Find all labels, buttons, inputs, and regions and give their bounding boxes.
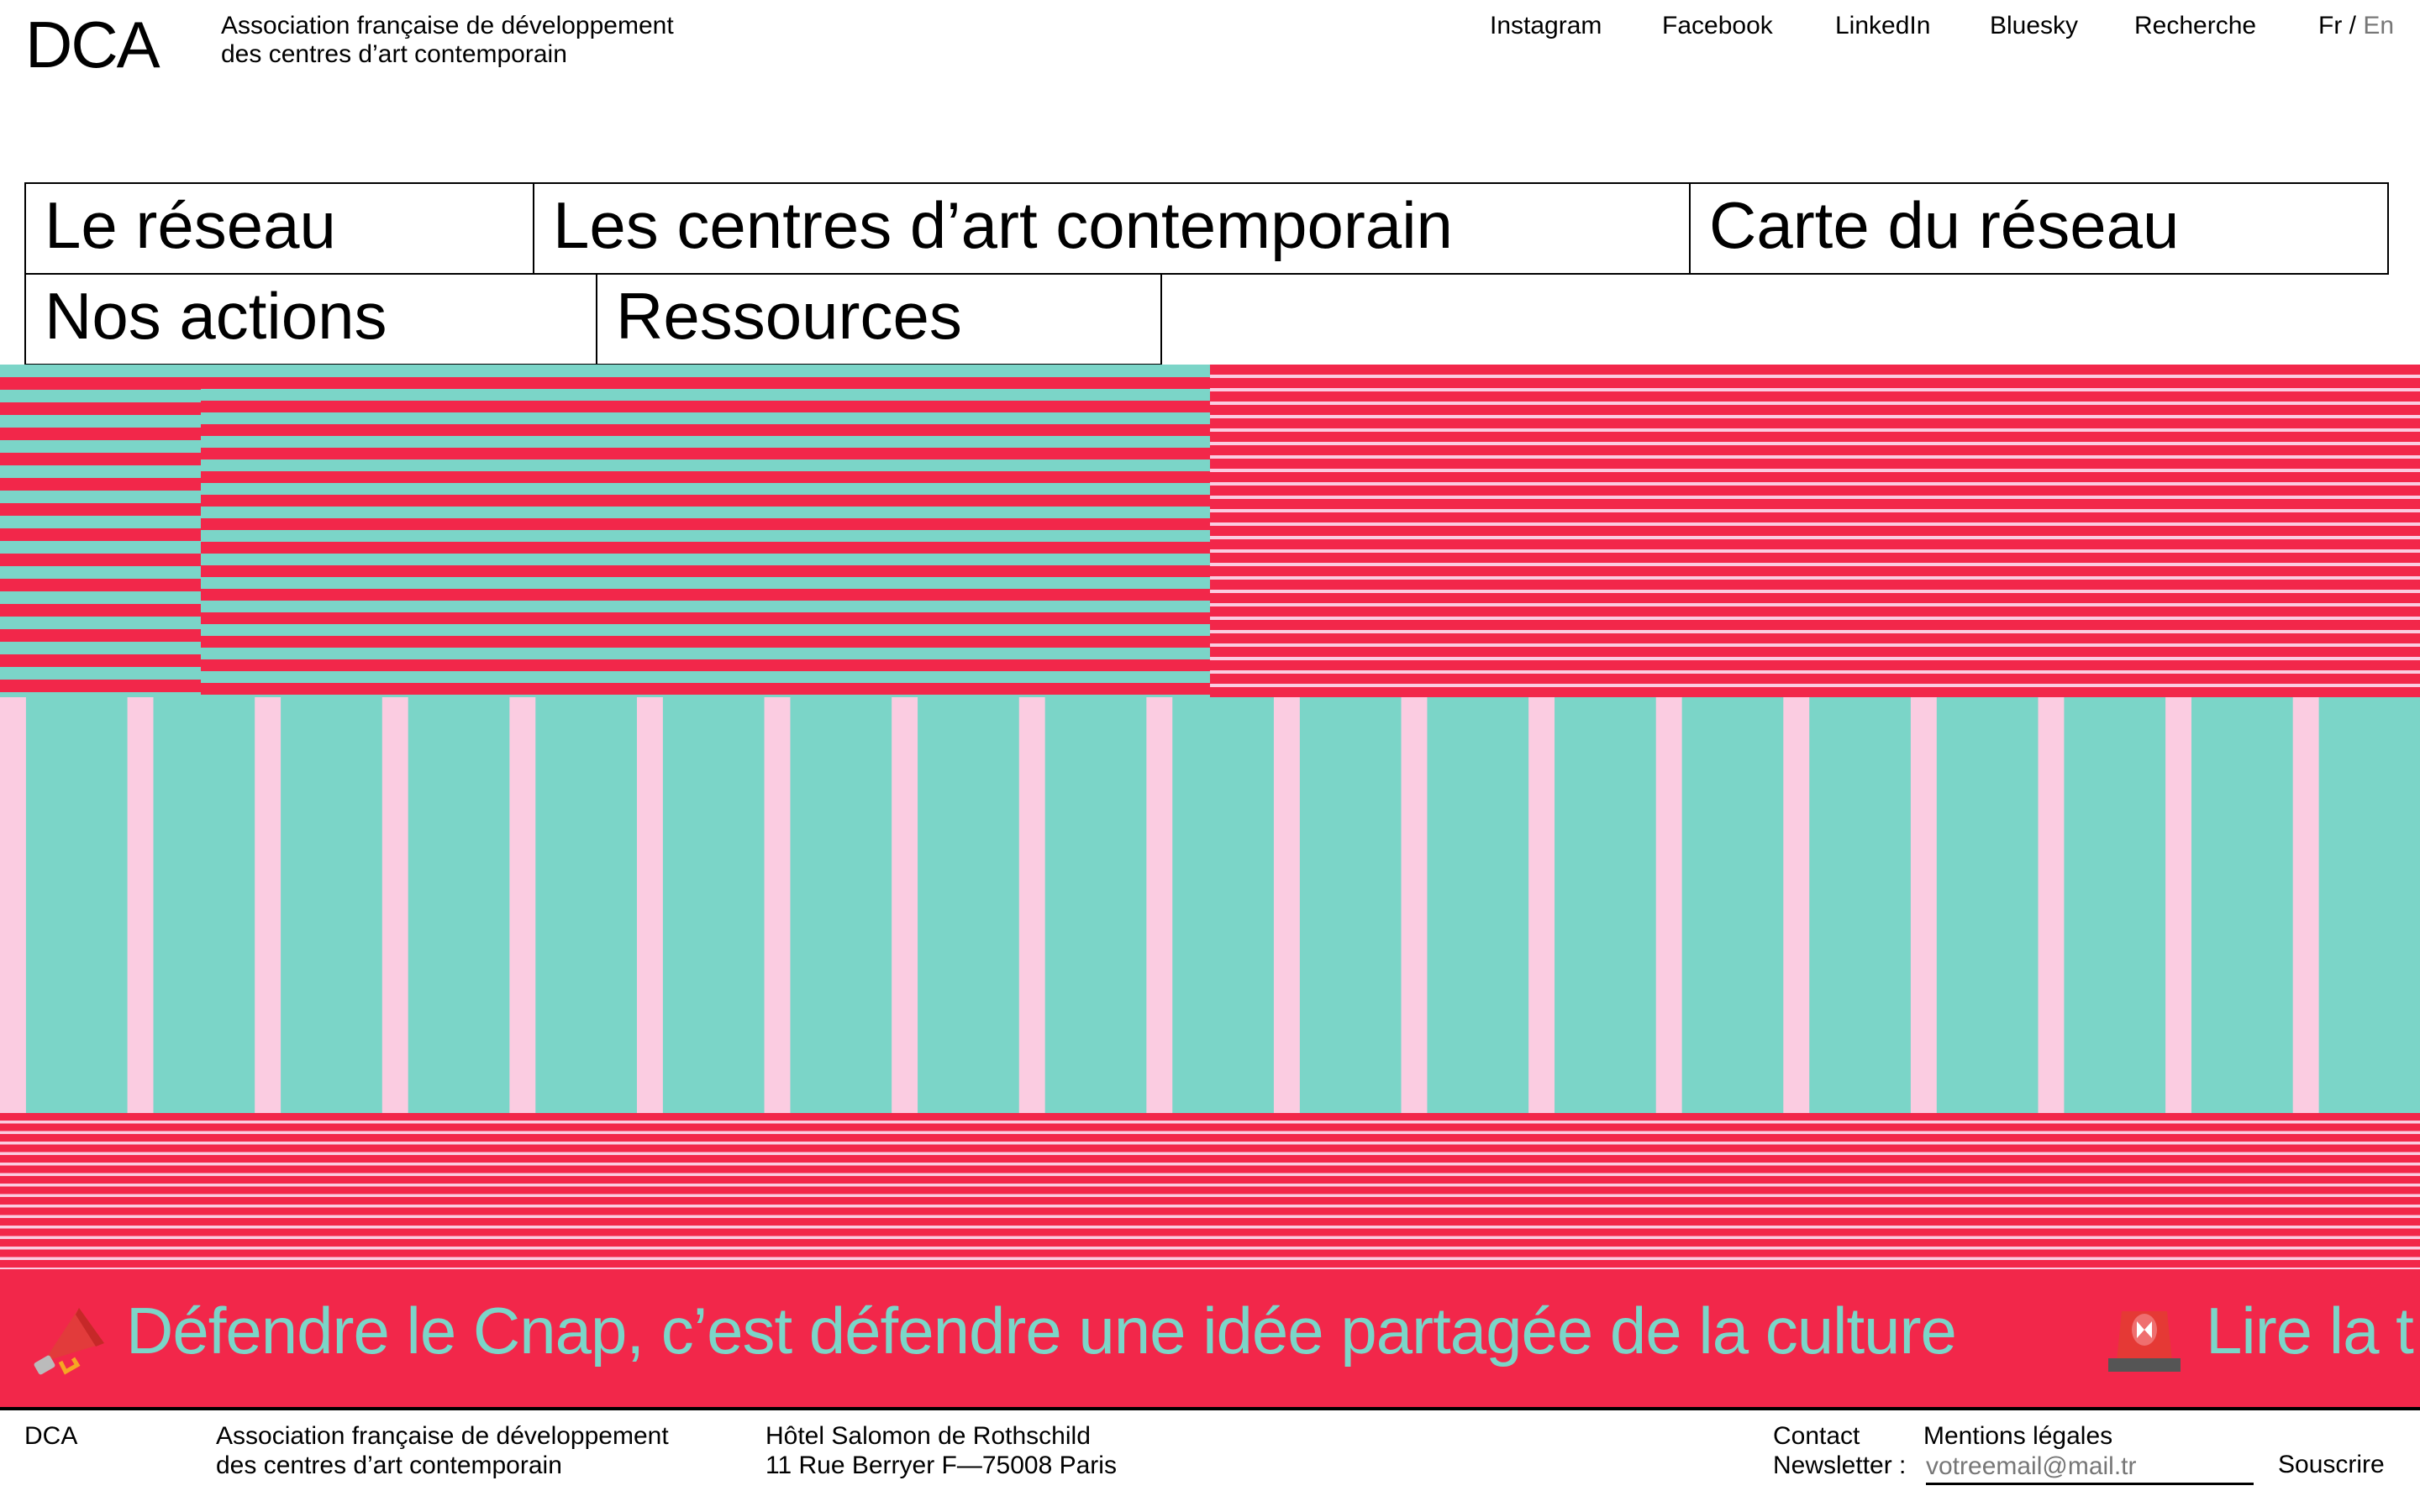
language-switcher: Fr / En — [2318, 12, 2394, 40]
police-light-icon — [2108, 1311, 2181, 1372]
menu-label: Ressources — [616, 279, 962, 353]
stripes-pattern-left — [0, 365, 201, 697]
menu-label: Les centres d’art contemporain — [553, 188, 1453, 262]
footer-divider — [0, 1407, 2420, 1410]
footer-legal-link[interactable]: Mentions légales — [1923, 1422, 2113, 1450]
menu-label: Nos actions — [45, 279, 387, 353]
menu-item-centres-art[interactable]: Les centres d’art contemporain — [533, 182, 1691, 275]
lang-separator: / — [2342, 12, 2364, 39]
footer-tagline-line-1: Association française de développement — [216, 1422, 669, 1450]
announcement-banner[interactable]: Défendre le Cnap, c’est défendre une idé… — [0, 1269, 2420, 1407]
newsletter-email-input[interactable] — [1926, 1451, 2254, 1485]
link-linkedin[interactable]: LinkedIn — [1835, 12, 1931, 39]
footer-tagline-line-2: des centres d’art contemporain — [216, 1452, 562, 1479]
link-facebook[interactable]: Facebook — [1662, 12, 1773, 39]
menu-label: Carte du réseau — [1709, 188, 2180, 262]
footer-address: Hôtel Salomon de Rothschild 11 Rue Berry… — [765, 1421, 1117, 1480]
link-instagram[interactable]: Instagram — [1490, 12, 1602, 39]
subscribe-button[interactable]: Souscrire — [2278, 1451, 2385, 1478]
stripes-band — [0, 1113, 2420, 1269]
banner-read-link[interactable]: Lire la t — [2206, 1294, 2414, 1368]
site-logo[interactable]: DCA — [25, 8, 160, 81]
address-line-2: 11 Rue Berryer F—75008 Paris — [765, 1452, 1117, 1479]
tagline-line-1: Association française de développement — [221, 12, 674, 39]
columns-pattern — [0, 697, 2420, 1113]
menu-item-ressources[interactable]: Ressources — [596, 273, 1162, 365]
stripes-pattern-middle — [201, 365, 1210, 697]
menu-item-carte[interactable]: Carte du réseau — [1689, 182, 2389, 275]
footer-logo[interactable]: DCA — [24, 1422, 78, 1450]
footer-tagline: Association française de développement d… — [216, 1421, 669, 1480]
banner-text[interactable]: Défendre le Cnap, c’est défendre une idé… — [126, 1294, 1957, 1368]
newsletter-label: Newsletter : — [1773, 1452, 1907, 1479]
footer-contact-link[interactable]: Contact — [1773, 1422, 1860, 1450]
site-tagline: Association française de développement d… — [221, 12, 674, 69]
lang-en[interactable]: En — [2363, 12, 2395, 39]
lang-fr[interactable]: Fr — [2318, 12, 2343, 39]
stripes-pattern-right — [1210, 365, 2420, 697]
menu-item-nos-actions[interactable]: Nos actions — [24, 273, 597, 365]
link-search[interactable]: Recherche — [2134, 12, 2257, 39]
menu-label: Le réseau — [45, 188, 336, 262]
megaphone-icon — [34, 1308, 104, 1375]
menu-item-le-reseau[interactable]: Le réseau — [24, 182, 534, 275]
tagline-line-2: des centres d’art contemporain — [221, 40, 567, 68]
address-line-1: Hôtel Salomon de Rothschild — [765, 1422, 1091, 1450]
link-bluesky[interactable]: Bluesky — [1990, 12, 2079, 39]
